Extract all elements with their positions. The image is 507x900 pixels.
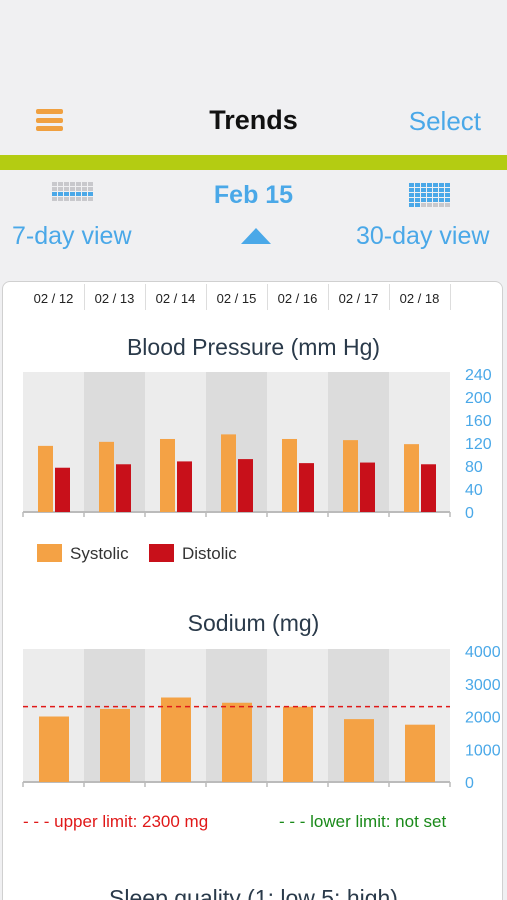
y-tick-label: 3000: [465, 677, 501, 694]
date-column-label: 02 / 18: [399, 291, 440, 306]
date-column-label: 02 / 16: [277, 291, 318, 306]
systolic-bar: [221, 434, 236, 512]
date-column-label: 02 / 15: [216, 291, 257, 306]
distolic-bar: [238, 459, 253, 512]
distolic-bar: [299, 463, 314, 512]
systolic-bar: [282, 438, 297, 512]
distolic-bar: [360, 462, 375, 512]
systolic-bar: [343, 440, 358, 512]
sodium-bar: [222, 702, 252, 782]
y-tick-label: 80: [465, 459, 483, 476]
date-column-label: 02 / 17: [338, 291, 379, 306]
view-selector-bar: 7-day view Feb 15 30-day view: [0, 170, 507, 270]
y-tick-label: 0: [465, 505, 474, 522]
systolic-bar: [160, 438, 175, 512]
date-column-label: 02 / 13: [94, 291, 135, 306]
date-column-divider: [267, 284, 268, 310]
column-band: [267, 372, 328, 512]
accent-divider: [0, 155, 507, 170]
date-column-label: 02 / 14: [155, 291, 196, 306]
distolic-bar: [177, 461, 192, 512]
y-tick-label: 200: [465, 390, 492, 407]
distolic-bar: [55, 467, 70, 512]
date-column-divider: [84, 284, 85, 310]
lower-limit-label: - - - lower limit: not set: [279, 812, 447, 831]
sodium-title: Sodium (mg): [187, 610, 320, 636]
week-view-button[interactable]: 7-day view: [12, 222, 132, 250]
status-bar-area: [0, 0, 507, 60]
systolic-swatch: [37, 544, 62, 562]
date-column-divider: [145, 284, 146, 310]
page-title: Trends: [209, 105, 298, 135]
sodium-bar: [344, 719, 374, 782]
y-tick-label: 2000: [465, 710, 501, 727]
y-tick-label: 1000: [465, 742, 501, 759]
blood-pressure-title: Blood Pressure (mm Hg): [126, 334, 381, 360]
systolic-bar: [38, 445, 53, 512]
sodium-chart: 0 1000 2000 3000 4000: [22, 644, 501, 792]
legend-systolic-label: Systolic: [70, 544, 129, 563]
systolic-bar: [99, 441, 114, 512]
legend-systolic: Systolic: [37, 544, 129, 564]
hamburger-menu-icon[interactable]: [36, 109, 63, 131]
sodium-bar: [39, 716, 69, 782]
blood-pressure-chart: 0 40 80 120 160 200 240: [22, 367, 492, 522]
y-tick-label: 160: [465, 413, 492, 430]
navigation-bar: Trends Select: [0, 60, 507, 155]
date-column-divider: [389, 284, 390, 310]
y-tick-label: 40: [465, 482, 483, 499]
column-band: [145, 372, 206, 512]
distolic-bar: [421, 464, 436, 512]
sodium-bar: [283, 706, 313, 782]
date-column-divider: [206, 284, 207, 310]
y-tick-label: 0: [465, 775, 474, 792]
month-view-button[interactable]: 30-day view: [356, 222, 490, 250]
systolic-bar: [404, 444, 419, 512]
y-tick-label: 4000: [465, 644, 501, 661]
sleep-quality-title: Sleep quality (1: low 5: high): [109, 885, 398, 900]
up-arrow-icon[interactable]: [241, 228, 271, 244]
sodium-bar: [161, 697, 191, 782]
date-column-label: 02 / 12: [33, 291, 74, 306]
month-calendar-icon[interactable]: [409, 183, 450, 207]
sodium-bar: [405, 724, 435, 782]
select-button[interactable]: Select: [408, 106, 481, 136]
distolic-swatch: [149, 544, 174, 562]
column-band: [328, 372, 389, 512]
date-column-divider: [328, 284, 329, 310]
distolic-bar: [116, 464, 131, 512]
column-band: [84, 372, 145, 512]
column-band: [206, 372, 267, 512]
y-tick-label: 120: [465, 436, 492, 453]
sodium-bar: [100, 708, 130, 782]
week-calendar-icon[interactable]: [52, 182, 93, 201]
trends-card: 02 / 12 02 / 13 02 / 14 02 / 15 02 / 16 02 / …: [2, 281, 503, 900]
date-header-row: 02 / 12 02 / 13 02 / 14 02 / 15 02 / 16 02 / …: [3, 282, 502, 313]
legend-distolic: Distolic: [149, 544, 237, 564]
date-column-divider: [450, 284, 451, 310]
column-band: [389, 372, 450, 512]
upper-limit-label: - - - upper limit: 2300 mg: [23, 812, 209, 831]
y-tick-label: 240: [465, 367, 492, 384]
current-date-label: Feb 15: [213, 181, 294, 209]
legend-distolic-label: Distolic: [182, 544, 237, 563]
column-band: [23, 372, 84, 512]
